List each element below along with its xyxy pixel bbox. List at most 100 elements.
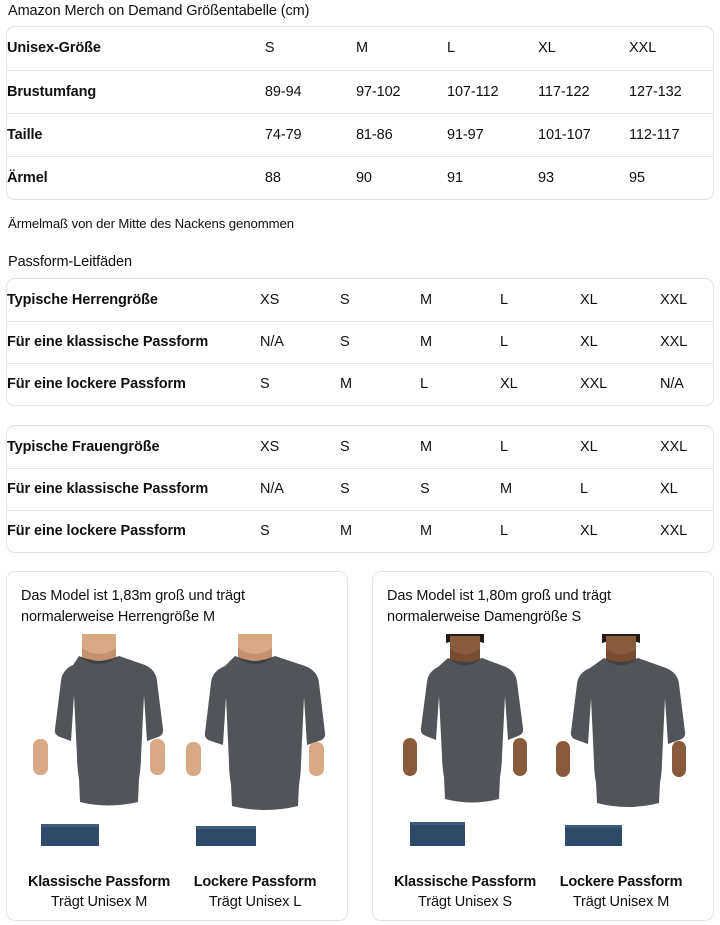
row-value: XXL xyxy=(660,291,688,308)
row-value: XXL xyxy=(660,509,713,552)
row-value: 95 xyxy=(629,155,713,199)
mens-classic-fit-size: Trägt Unisex M xyxy=(50,894,148,910)
row-value: XS xyxy=(260,438,280,455)
womens-classic-fit-label: Klassische Passform xyxy=(393,874,537,890)
table-row: Brustumfang 89-94 97-102 107-112 117-122… xyxy=(7,69,713,113)
row-value: 127-132 xyxy=(629,69,713,113)
row-value: XS xyxy=(260,291,280,308)
measurement-table-card: Unisex-Größe S M L XL XXL Brustumfang 89… xyxy=(6,26,714,200)
row-value: XL xyxy=(580,291,598,308)
row-value: S xyxy=(340,320,420,363)
womens-loose-fit-label: Lockere Passform xyxy=(559,874,683,890)
row-value: 101-107 xyxy=(538,112,630,156)
mens-loose-fit-size: Trägt Unisex L xyxy=(208,894,302,910)
table-row: Taille 74-79 81-86 91-97 101-107 112-117 xyxy=(7,112,713,156)
row-value: XL xyxy=(500,362,580,405)
measurement-header-size: L xyxy=(446,40,455,57)
mens-loose-fit-figure: Lockere Passform Trägt Unisex L xyxy=(177,634,333,910)
row-value: 91-97 xyxy=(446,112,539,156)
row-value: S xyxy=(260,509,340,552)
row-value: M xyxy=(420,320,500,363)
measurement-table: Unisex-Größe S M L XL XXL Brustumfang 89… xyxy=(7,27,713,199)
mens-classic-fit-figure: Klassische Passform Trägt Unisex M xyxy=(21,634,177,910)
row-value: M xyxy=(500,467,580,510)
row-label: Für eine lockere Passform xyxy=(7,509,260,552)
table-row: Typische Herrengröße XS S M L XL XXL xyxy=(7,279,713,321)
measurement-header-size: M xyxy=(355,40,368,57)
fit-guides-heading: Passform-Leitfäden xyxy=(8,254,132,270)
measurement-header-size: XXL xyxy=(629,40,657,57)
mens-model-card: Das Model ist 1,83m groß und trägt norma… xyxy=(6,571,348,921)
row-value: XL xyxy=(580,320,660,363)
row-label: Brustumfang xyxy=(7,69,265,113)
row-value: S xyxy=(420,467,500,510)
row-value: M xyxy=(420,438,432,455)
male-model-classic-illustration xyxy=(33,634,165,846)
row-value: L xyxy=(500,509,580,552)
table-row: Ärmel 88 90 91 93 95 xyxy=(7,155,713,199)
row-value: XXL xyxy=(660,320,713,363)
row-value: L xyxy=(580,467,660,510)
table-row: Typische Frauengröße XS S M L XL XXL xyxy=(7,426,713,468)
womens-figures: Klassische Passform Trägt Unisex S xyxy=(387,634,699,910)
measurement-header-label: Unisex-Größe xyxy=(7,40,101,57)
table-row: Für eine lockere Passform S M L XL XXL N… xyxy=(7,362,713,405)
row-value: 107-112 xyxy=(446,69,539,113)
row-label: Für eine klassische Passform xyxy=(7,320,260,363)
model-cards-container: Das Model ist 1,83m groß und trägt norma… xyxy=(6,571,714,921)
row-value: XL xyxy=(660,467,713,510)
womens-model-description: Das Model ist 1,80m groß und trägt norma… xyxy=(387,588,611,625)
row-value: 117-122 xyxy=(538,69,630,113)
table-row: Für eine klassische Passform N/A S M L X… xyxy=(7,320,713,363)
womens-fit-table-card: Typische Frauengröße XS S M L XL XXL Für… xyxy=(6,425,714,553)
row-value: N/A xyxy=(260,467,340,510)
male-model-loose-illustration xyxy=(186,634,326,846)
womens-fit-table: Typische Frauengröße XS S M L XL XXL Für… xyxy=(7,426,713,552)
womens-classic-fit-size: Trägt Unisex S xyxy=(418,894,512,910)
row-label: Typische Herrengröße xyxy=(7,291,158,308)
row-value: S xyxy=(340,291,350,308)
womens-loose-fit-figure: Lockere Passform Trägt Unisex M xyxy=(543,634,699,910)
row-value: L xyxy=(500,438,508,455)
row-value: 97-102 xyxy=(355,69,447,113)
row-value: M xyxy=(340,362,420,405)
mens-figures: Klassische Passform Trägt Unisex M xyxy=(21,634,333,910)
mens-fit-table: Typische Herrengröße XS S M L XL XXL Für… xyxy=(7,279,713,405)
sleeve-measure-note: Ärmelmaß von der Mitte des Nackens genom… xyxy=(8,216,294,231)
row-value: 88 xyxy=(264,155,356,199)
womens-classic-fit-image xyxy=(387,634,543,872)
row-value: 93 xyxy=(538,155,630,199)
mens-classic-fit-image xyxy=(21,634,177,872)
table-row: Für eine lockere Passform S M M L XL XXL xyxy=(7,509,713,552)
page-title: Amazon Merch on Demand Größentabelle (cm… xyxy=(8,3,310,19)
row-value: XL xyxy=(580,438,598,455)
row-value: S xyxy=(340,438,350,455)
womens-model-card: Das Model ist 1,80m groß und trägt norma… xyxy=(372,571,714,921)
womens-loose-fit-size: Trägt Unisex M xyxy=(572,894,670,910)
row-label: Taille xyxy=(7,112,265,156)
mens-fit-table-card: Typische Herrengröße XS S M L XL XXL Für… xyxy=(6,278,714,406)
row-value: 89-94 xyxy=(264,69,356,113)
mens-model-description: Das Model ist 1,83m groß und trägt norma… xyxy=(21,588,245,625)
row-value: 112-117 xyxy=(629,112,713,156)
row-label: Typische Frauengröße xyxy=(7,438,160,455)
row-value: L xyxy=(500,320,580,363)
row-value: S xyxy=(340,467,420,510)
row-value: XL xyxy=(580,509,660,552)
measurement-header-size: S xyxy=(264,40,275,57)
row-value: M xyxy=(340,509,420,552)
female-model-loose-illustration xyxy=(556,634,686,846)
measurement-header-size: XL xyxy=(538,40,556,57)
row-value: N/A xyxy=(660,362,713,405)
mens-loose-fit-image xyxy=(177,634,333,872)
row-label: Für eine lockere Passform xyxy=(7,362,260,405)
row-value: 81-86 xyxy=(355,112,447,156)
row-value: M xyxy=(420,509,500,552)
womens-classic-fit-figure: Klassische Passform Trägt Unisex S xyxy=(387,634,543,910)
row-value: 74-79 xyxy=(264,112,356,156)
mens-loose-fit-label: Lockere Passform xyxy=(193,874,317,890)
row-value: M xyxy=(420,291,432,308)
row-label: Ärmel xyxy=(7,155,265,199)
row-value: 90 xyxy=(355,155,447,199)
